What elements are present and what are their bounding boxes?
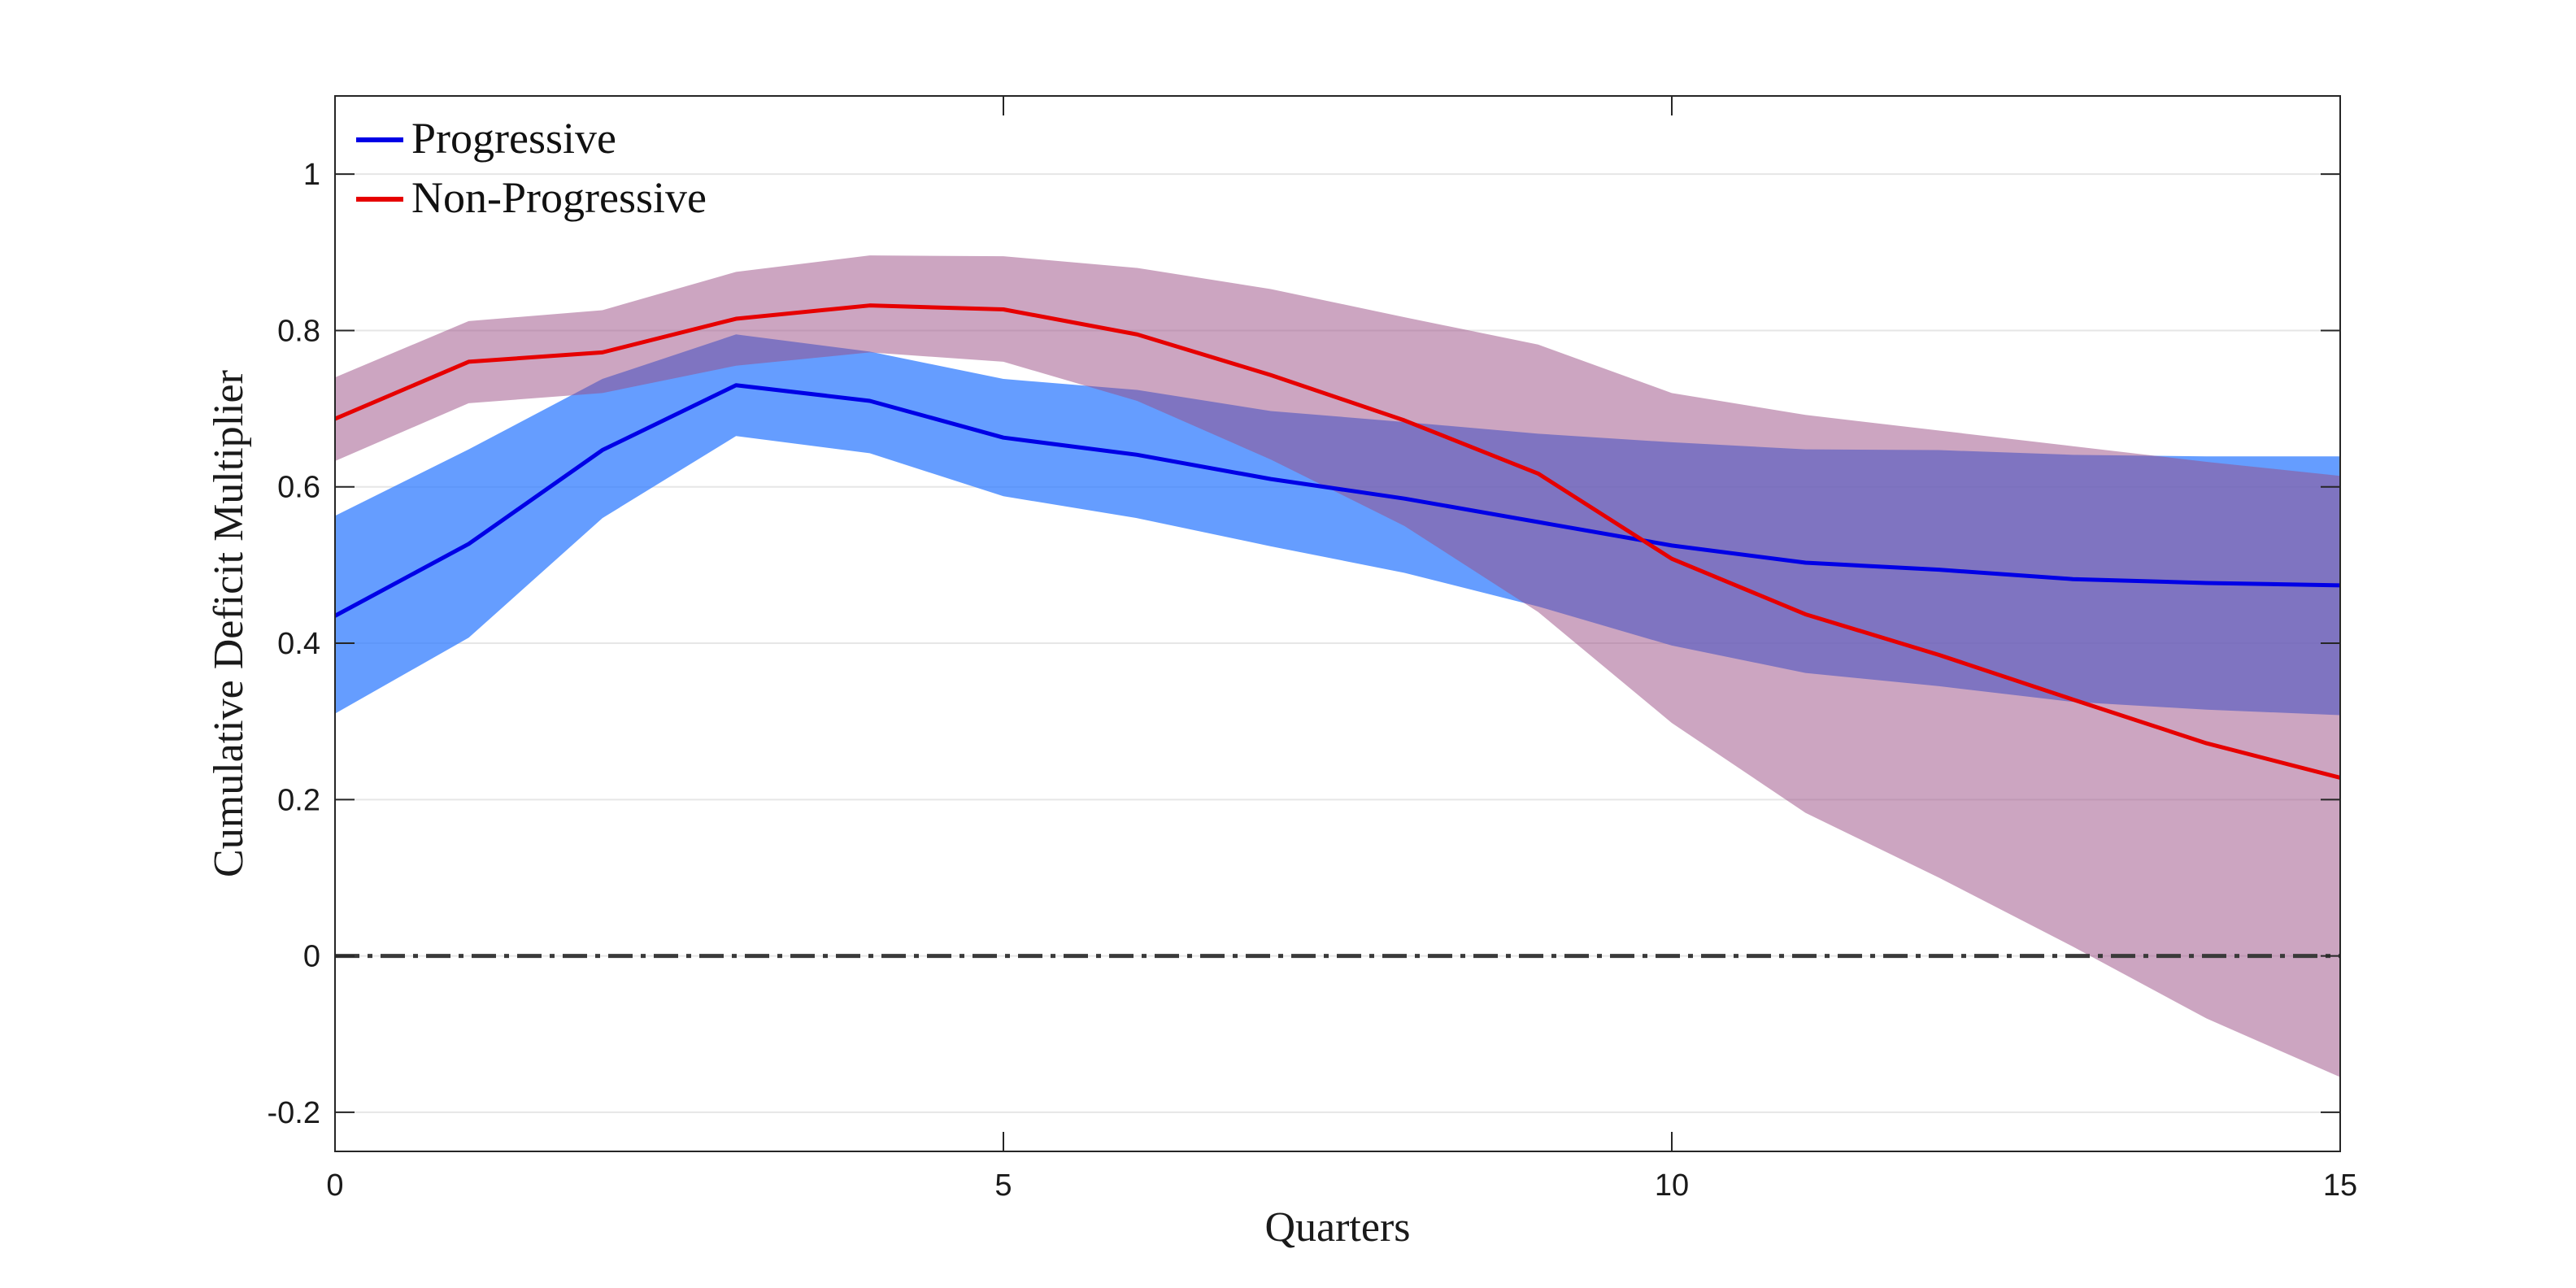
y-tick-label: 0.6 [277, 471, 320, 505]
axis-ticks [334, 96, 2341, 1151]
y-tick-label: 0.4 [277, 627, 320, 661]
x-tick-label: 0 [326, 1168, 343, 1203]
x-tick-labels: 0 5 10 15 [326, 1168, 2357, 1203]
x-tick-label: 5 [994, 1168, 1012, 1203]
confidence-bands [335, 255, 2340, 1077]
line-non-progressive [334, 303, 2341, 780]
series-lines [333, 303, 2341, 780]
y-tick-label: 0 [303, 940, 320, 974]
x-tick-label: 10 [1655, 1168, 1689, 1203]
y-tick-label: 1 [303, 158, 320, 192]
y-tick-labels: -0.2 0 0.2 0.4 0.6 0.8 1 [268, 158, 320, 1130]
x-tick-label: 15 [2323, 1168, 2357, 1203]
y-axis-title: Cumulative Deficit Multiplier [206, 370, 252, 877]
plot-frame [334, 95, 2341, 1152]
legend: Progressive Non-Progressive [356, 114, 707, 222]
x-axis-title: Quarters [1264, 1204, 1410, 1251]
y-tick-label: -0.2 [268, 1096, 320, 1130]
y-tick-label: 0.8 [277, 314, 320, 348]
line-progressive [333, 383, 2341, 618]
y-tick-label: 0.2 [277, 783, 320, 817]
legend-label-non-progressive: Non-Progressive [411, 173, 707, 222]
band-non-progressive [335, 255, 2340, 1077]
legend-label-progressive: Progressive [411, 114, 616, 163]
